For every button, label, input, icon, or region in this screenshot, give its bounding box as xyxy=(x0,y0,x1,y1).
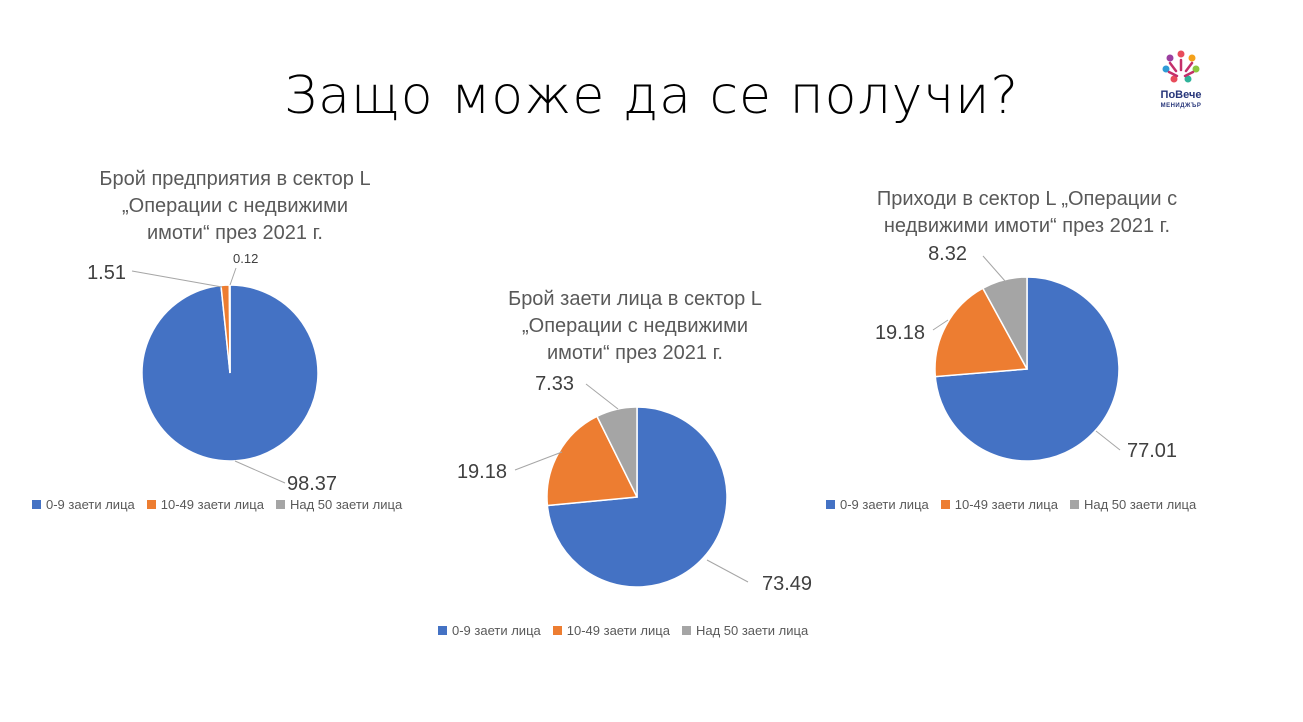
slide-title: Защо може да се получи? xyxy=(284,66,1019,126)
chart-3-title: Приходи в сектор L „Операции с недвижими… xyxy=(832,186,1222,240)
pie-3-data-label: 77.01 xyxy=(1127,440,1177,462)
pie-2-data-label: 7.33 xyxy=(535,373,574,395)
legend-swatch-orange xyxy=(552,626,562,635)
legend-swatch-gray xyxy=(275,500,285,509)
pie-1-data-label: 0.12 xyxy=(233,251,258,266)
legend-item: 0-9 заети лица xyxy=(826,497,929,512)
pie-3-data-label: 19.18 xyxy=(875,322,925,344)
legend-label: 10-49 заети лица xyxy=(954,497,1058,512)
chart-2-title-line: имоти“ през 2021 г. xyxy=(547,342,723,364)
legend-item: 10-49 заети лица xyxy=(940,497,1058,512)
legend-item: 0-9 заети лица xyxy=(438,623,541,638)
legend-label: 10-49 заети лица xyxy=(160,497,264,512)
pie-1-data-label: 1.51 xyxy=(87,262,126,284)
pie-1-leader-line xyxy=(229,267,237,286)
pie-1-leader-line xyxy=(131,270,223,288)
legend-swatch-gray xyxy=(681,626,691,635)
pie-3-leader-line xyxy=(982,255,1006,282)
pie-3-leader-line xyxy=(932,319,949,331)
chart-1-title: Брой предприятия в сектор L „Операции с … xyxy=(40,166,430,247)
legend-item: Над 50 заети лица xyxy=(275,497,403,512)
pie-3-data-label: 8.32 xyxy=(928,243,967,265)
pie-3-leader-line xyxy=(1095,430,1121,451)
legend-item: 10-49 заети лица xyxy=(146,497,264,512)
pie-3-slice-2 xyxy=(934,287,1029,378)
pie-2-slice-3 xyxy=(595,406,638,498)
legend-item: 10-49 заети лица xyxy=(552,623,670,638)
legend-swatch-orange xyxy=(146,500,156,509)
pie-1-leader-line xyxy=(234,460,286,484)
legend-label: Над 50 заети лица xyxy=(289,497,403,512)
legend-item: Над 50 заети лица xyxy=(1069,497,1197,512)
legend-swatch-blue xyxy=(32,500,41,509)
chart-2-legend: 0-9 заети лица 10-49 заети лица Над 50 з… xyxy=(438,623,808,638)
logo-subtitle: МЕНИДЖЪР xyxy=(1160,103,1202,109)
chart-1-title-line: имоти“ през 2021 г. xyxy=(147,222,323,244)
pie-2-data-label: 73.49 xyxy=(762,573,812,595)
legend-label: 0-9 заети лица xyxy=(840,497,929,512)
pie-2-leader-line xyxy=(706,559,749,583)
pie-2-leader-line xyxy=(514,451,563,471)
legend-label: 10-49 заети лица xyxy=(566,623,670,638)
legend-label: 0-9 заети лица xyxy=(452,623,541,638)
legend-item: Над 50 заети лица xyxy=(681,623,809,638)
pie-2-data-label: 19.18 xyxy=(457,461,507,483)
legend-swatch-blue xyxy=(438,626,447,635)
pie-1-data-label: 98.37 xyxy=(287,473,337,495)
people-circle-icon xyxy=(1162,50,1200,83)
legend-swatch-blue xyxy=(826,500,835,509)
legend-swatch-orange xyxy=(940,500,950,509)
chart-3-title-line: Приходи в сектор L „Операции с xyxy=(876,188,1178,210)
chart-2-title-line: Брой заети лица в сектор L xyxy=(508,288,762,310)
legend-swatch-gray xyxy=(1069,500,1079,509)
chart-1-legend: 0-9 заети лица 10-49 заети лица Над 50 з… xyxy=(32,497,402,512)
chart-1-title-line: „Операции с недвижими xyxy=(122,195,348,217)
legend-item: 0-9 заети лица xyxy=(32,497,135,512)
legend-label: Над 50 заети лица xyxy=(1083,497,1197,512)
pie-1-slice-3 xyxy=(228,284,231,374)
logo-name: ПоВече xyxy=(1160,89,1202,101)
chart-3-title-line: недвижими имоти“ през 2021 г. xyxy=(883,215,1171,237)
chart-2-title: Брой заети лица в сектор L „Операции с н… xyxy=(440,286,830,367)
brand-logo: ПоВече МЕНИДЖЪР xyxy=(1150,48,1220,120)
pie-2-leader-line xyxy=(585,383,619,410)
chart-3-legend: 0-9 заети лица 10-49 заети лица Над 50 з… xyxy=(826,497,1196,512)
legend-label: 0-9 заети лица xyxy=(46,497,135,512)
chart-1-title-line: Брой предприятия в сектор L xyxy=(99,168,371,190)
legend-label: Над 50 заети лица xyxy=(695,623,809,638)
chart-2-title-line: „Операции с недвижими xyxy=(522,315,748,337)
